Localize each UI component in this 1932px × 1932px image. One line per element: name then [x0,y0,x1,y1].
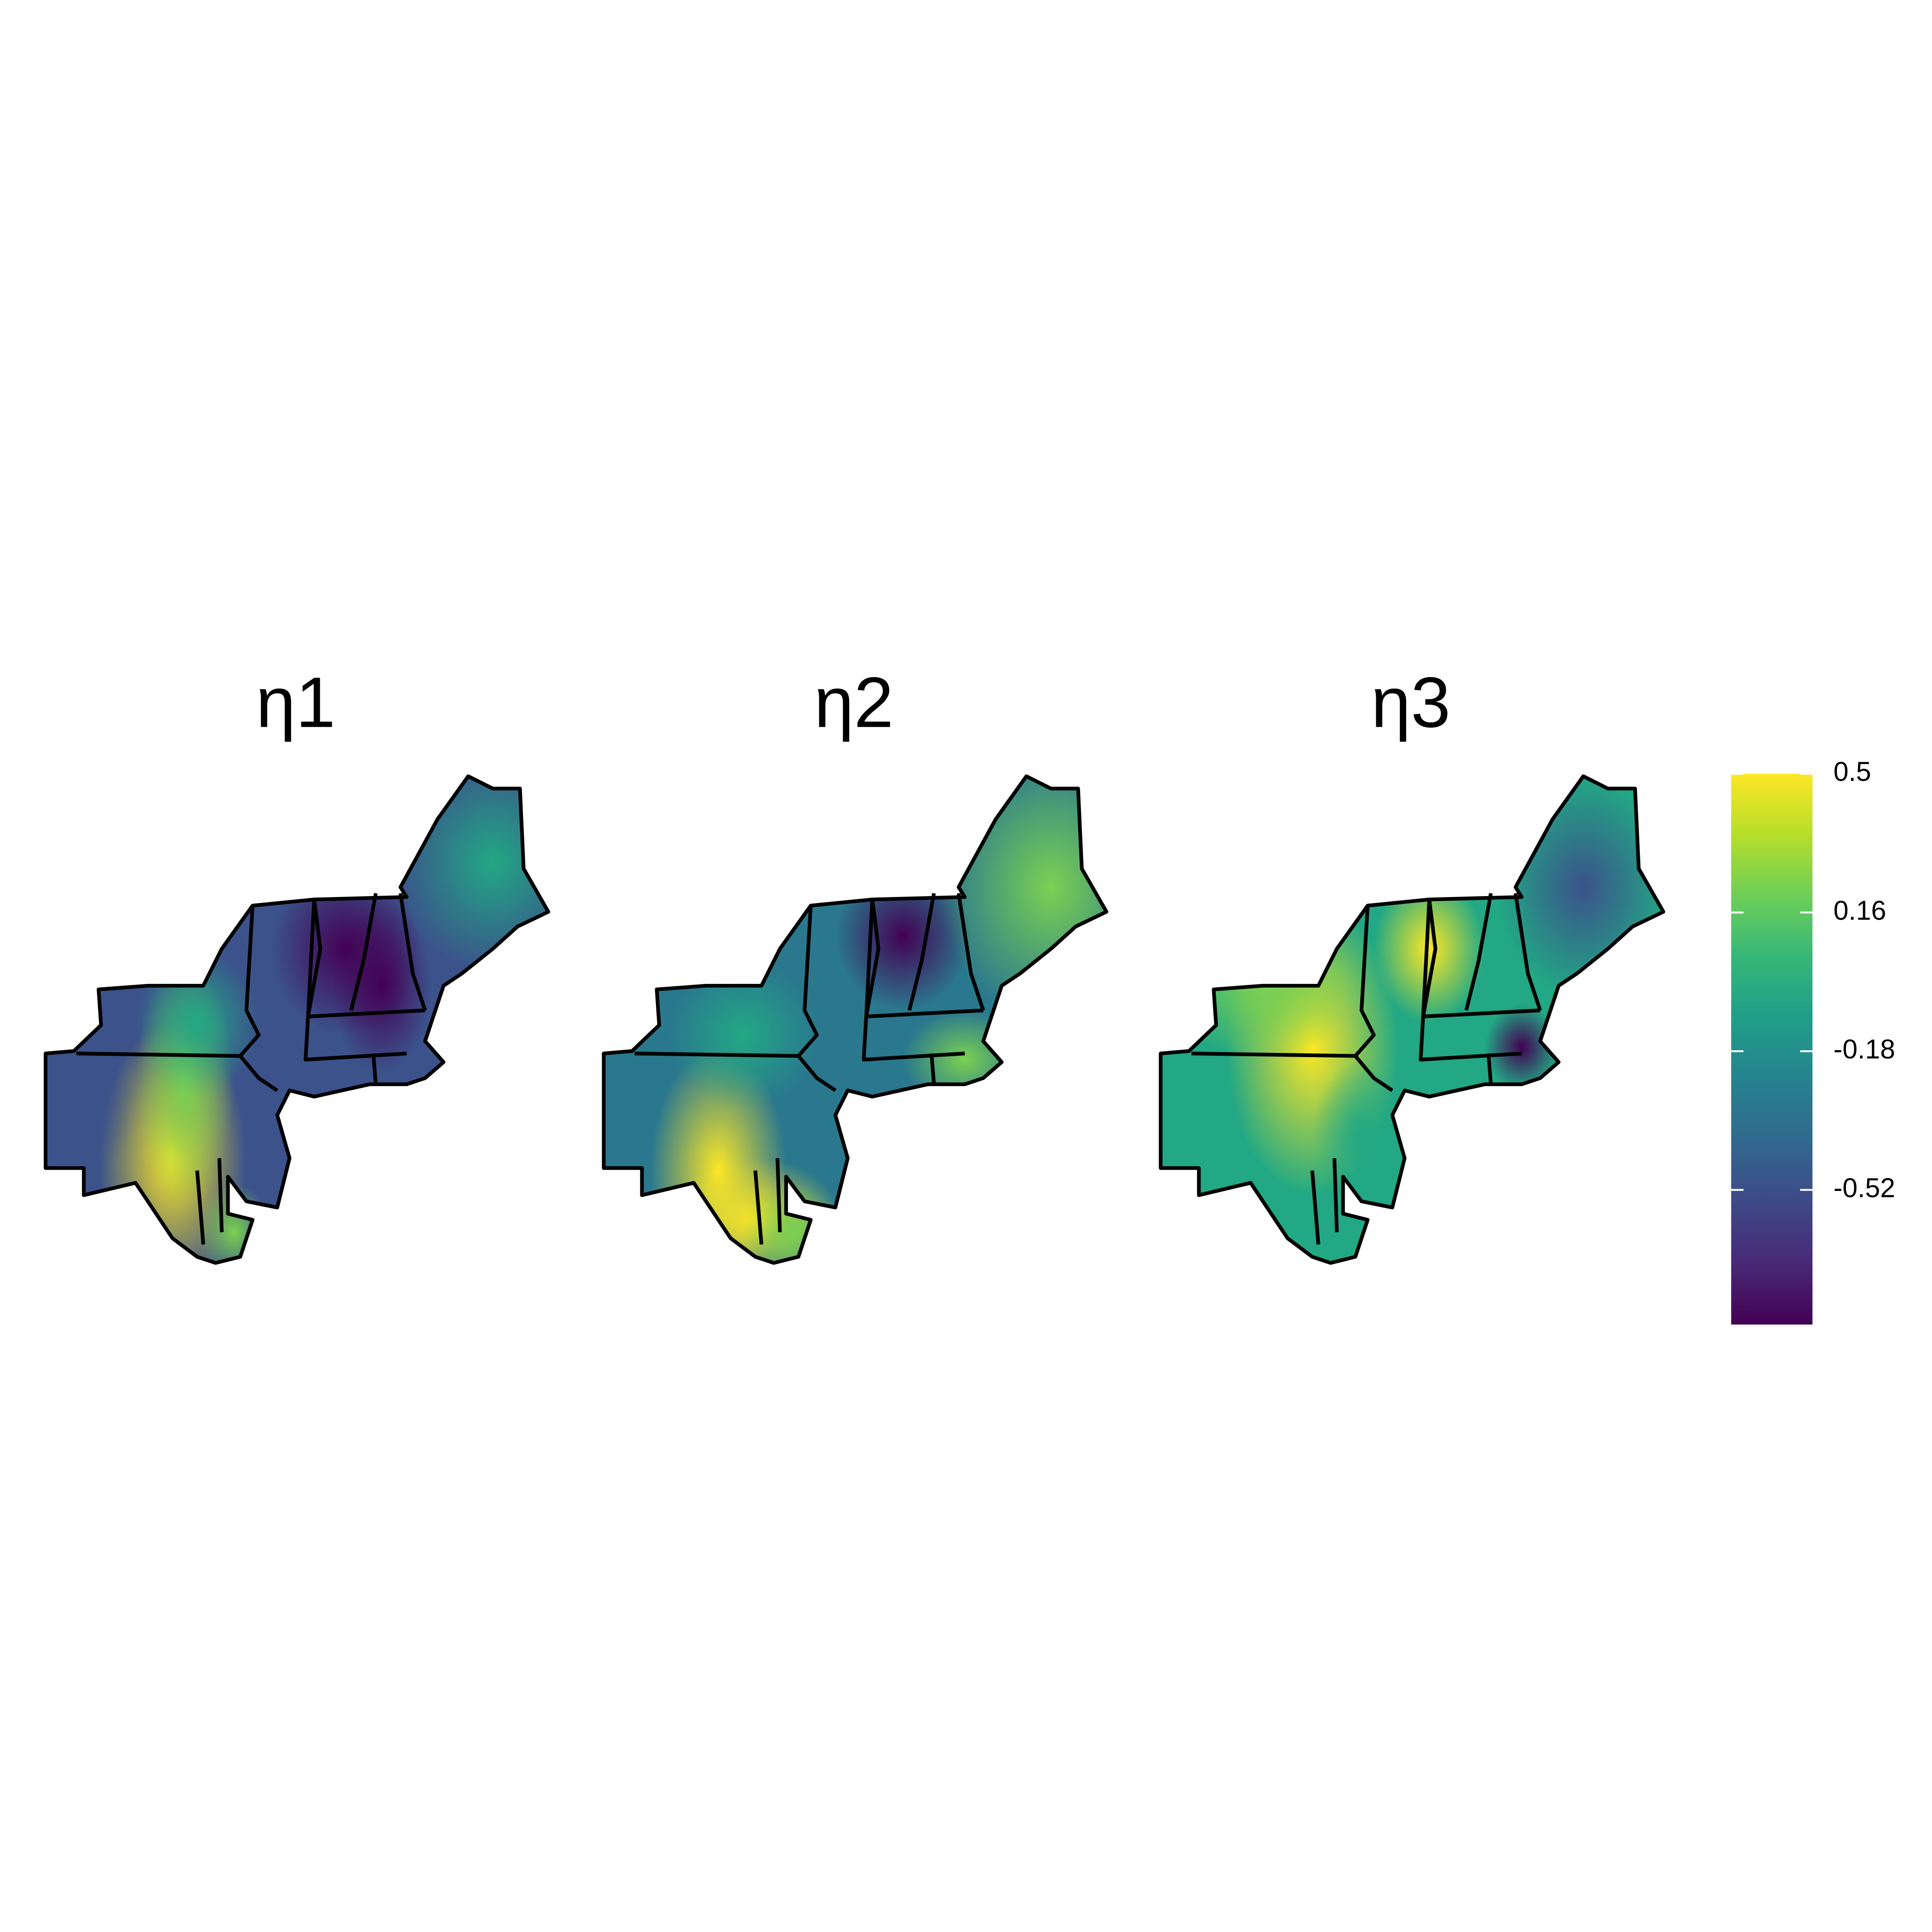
tick-label: 0.5 [1834,757,1871,787]
map-panel-2 [558,739,1162,1294]
tick-label: 0.16 [1834,896,1886,926]
tick-label: -0.52 [1834,1173,1895,1203]
tick-label: -0.18 [1834,1035,1895,1064]
colorbar [1731,774,1813,1325]
panel-title: η2 [814,662,894,742]
panel-title: η3 [1371,662,1451,742]
map-panel-3 [1115,739,1682,1294]
panel-title: η1 [256,662,335,742]
colorbar-ticks: 0.5 0.16 -0.18 -0.52 [1731,757,1895,1203]
map-panel-1 [0,739,592,1294]
